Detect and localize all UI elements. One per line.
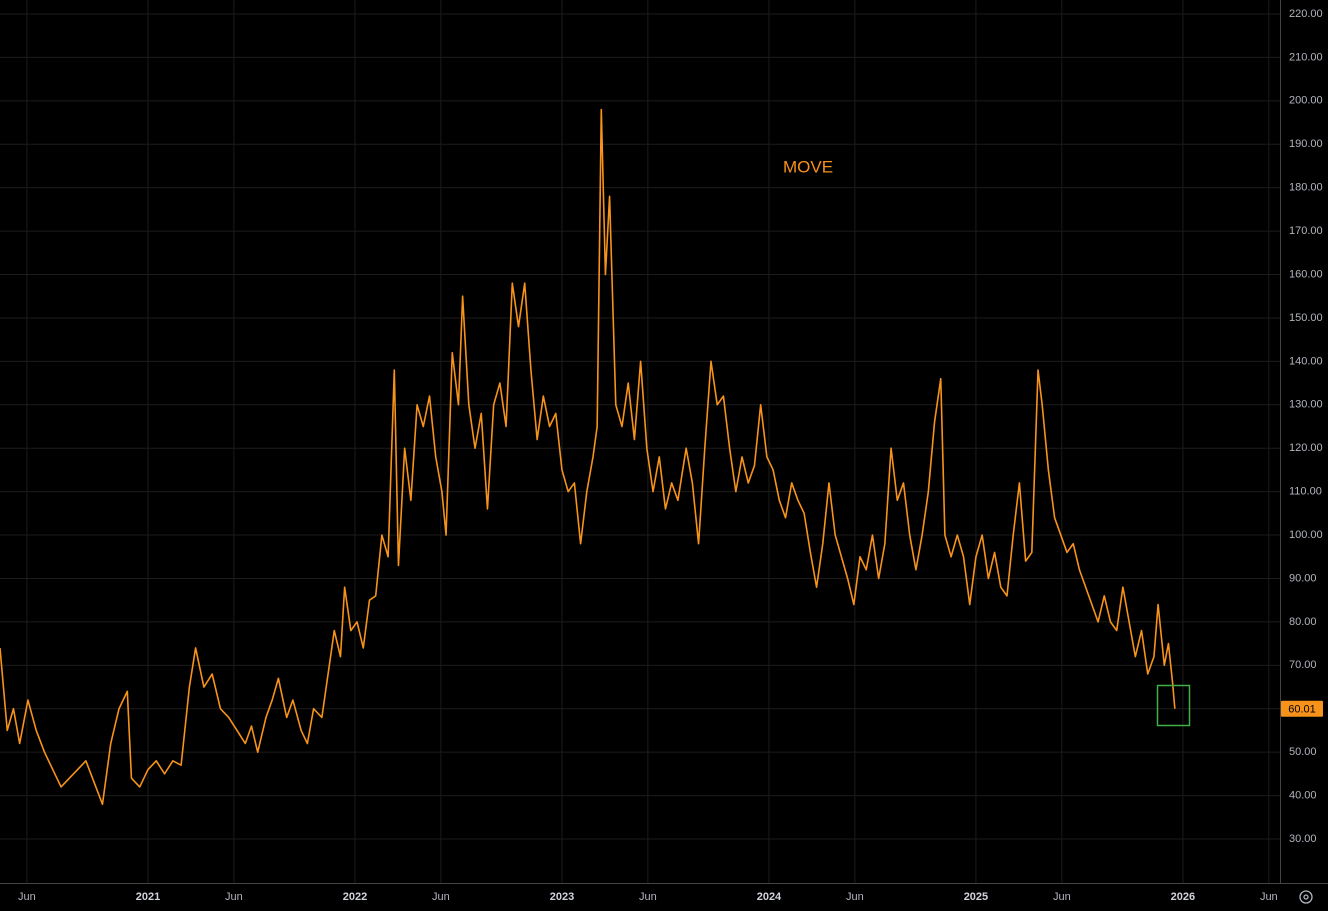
x-tick-label: 2024 <box>757 891 782 903</box>
y-tick-label: 210.00 <box>1289 51 1323 63</box>
y-tick-label: 110.00 <box>1289 486 1322 498</box>
x-tick-label: 2023 <box>550 891 574 903</box>
x-tick-label: Jun <box>1260 891 1278 903</box>
y-tick-label: 170.00 <box>1289 225 1323 237</box>
last-value-tag <box>1281 700 1323 717</box>
y-tick-label: 120.00 <box>1289 442 1323 454</box>
x-tick-label: 2021 <box>136 891 160 903</box>
x-tick-label: Jun <box>18 891 36 903</box>
y-tick-label: 200.00 <box>1289 95 1323 107</box>
y-tick-label: 190.00 <box>1289 138 1323 150</box>
x-tick-label: 2026 <box>1171 891 1195 903</box>
settings-icon[interactable] <box>1299 890 1313 904</box>
y-tick-label: 40.00 <box>1289 789 1317 801</box>
y-tick-label: 130.00 <box>1289 399 1323 411</box>
x-tick-label: 2025 <box>964 891 988 903</box>
x-tick-label: Jun <box>432 891 450 903</box>
last-value-label: 60.01 <box>1288 704 1316 716</box>
y-tick-label: 100.00 <box>1289 529 1323 541</box>
x-tick-label: 2022 <box>343 891 367 903</box>
highlight-box <box>1156 684 1191 727</box>
y-tick-label: 150.00 <box>1289 312 1323 324</box>
x-tick-label: Jun <box>639 891 657 903</box>
y-tick-label: 160.00 <box>1289 268 1323 280</box>
y-tick-label: 140.00 <box>1289 355 1323 367</box>
y-tick-label: 220.00 <box>1289 8 1323 20</box>
x-tick-label: Jun <box>1053 891 1071 903</box>
y-tick-label: 30.00 <box>1289 833 1317 845</box>
series-line <box>0 108 1176 806</box>
grid <box>0 0 1280 883</box>
y-tick-label: 80.00 <box>1289 616 1317 628</box>
plot <box>0 108 1176 806</box>
x-tick-label: Jun <box>846 891 864 903</box>
y-tick-label: 90.00 <box>1289 572 1317 584</box>
y-tick-label: 70.00 <box>1289 659 1317 671</box>
series-label: MOVE <box>783 157 833 176</box>
y-tick-label: 50.00 <box>1289 746 1317 758</box>
y-tick-label: 180.00 <box>1289 182 1323 194</box>
x-tick-label: Jun <box>225 891 243 903</box>
